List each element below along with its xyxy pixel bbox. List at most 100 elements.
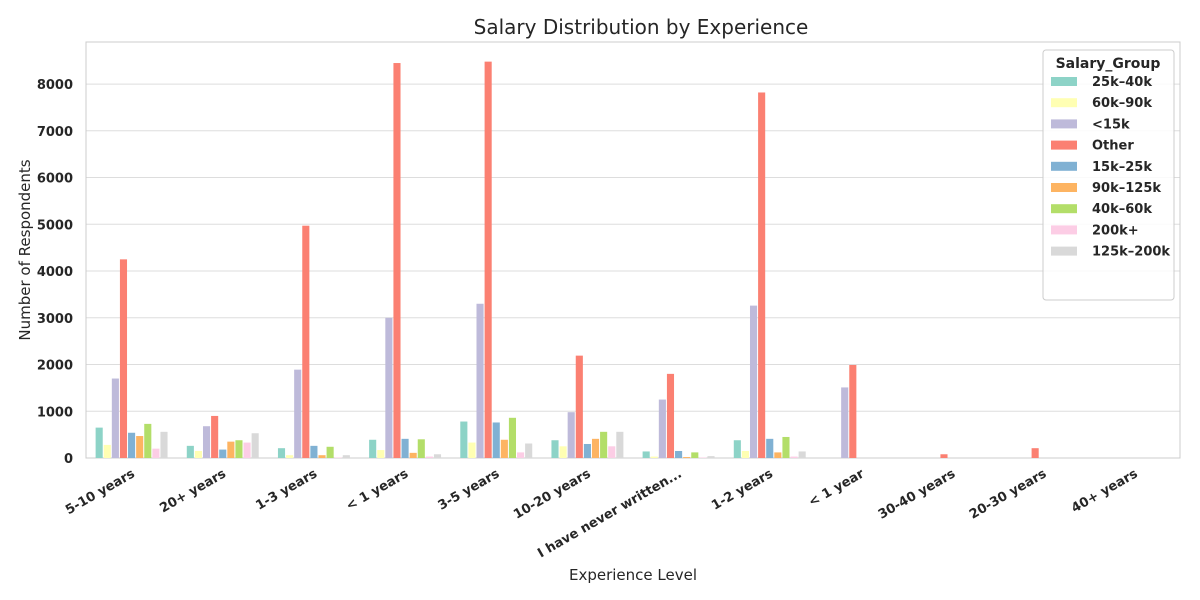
- bar: [575, 355, 583, 458]
- bar: [675, 450, 683, 458]
- bars: [95, 61, 1039, 459]
- bar: [940, 454, 948, 458]
- bar: [152, 448, 160, 458]
- y-tick-label: 2000: [37, 359, 73, 374]
- bar: [128, 432, 136, 458]
- bar: [401, 438, 409, 458]
- bar: [766, 438, 774, 458]
- bar: [417, 439, 425, 458]
- bar: [286, 455, 294, 458]
- y-tick-label: 6000: [37, 172, 73, 187]
- legend-box: [1042, 49, 1175, 301]
- bar: [342, 455, 350, 458]
- bar: [600, 431, 608, 458]
- y-tick-label: 5000: [37, 218, 73, 233]
- y-tick-label: 4000: [37, 265, 73, 280]
- legend-entry: 25k–40k: [1092, 75, 1152, 90]
- y-tick-label: 0: [64, 452, 73, 467]
- legend-swatch: [1051, 161, 1077, 171]
- bar: [484, 61, 492, 458]
- bar: [608, 446, 616, 458]
- legend-entry: 15k–25k: [1092, 160, 1152, 175]
- plot-frame: [85, 41, 1181, 459]
- legend-swatch: [1051, 183, 1077, 192]
- legend-title: Salary_Group: [1056, 56, 1161, 72]
- bar: [774, 452, 782, 458]
- bar: [310, 445, 318, 458]
- bar: [650, 456, 658, 458]
- bar: [666, 373, 675, 458]
- x-tick-label: 20-30 years: [967, 466, 1049, 522]
- bar: [707, 456, 715, 458]
- x-tick-label: 40+ years: [1069, 466, 1141, 516]
- bar: [525, 443, 533, 458]
- bar: [460, 421, 468, 458]
- x-ticks: 5-10 years 20+ years 1-3 years < 1 years 3-5…: [63, 466, 1140, 561]
- bar: [683, 457, 691, 458]
- bar: [369, 439, 377, 458]
- bar: [500, 439, 508, 458]
- x-tick-label: 1-3 years: [253, 466, 320, 513]
- bar: [95, 427, 103, 458]
- y-tick-label: 8000: [37, 78, 73, 93]
- bar: [194, 450, 202, 458]
- bar: [559, 446, 567, 458]
- bar: [658, 399, 666, 458]
- bar: [202, 426, 211, 458]
- bar: [119, 259, 128, 458]
- x-tick-label: 20+ years: [157, 466, 229, 516]
- bar: [211, 415, 219, 458]
- legend: Salary_Group 25k–40k 60k–90k <15k Other 15k–…: [1042, 49, 1175, 301]
- bar: [144, 423, 152, 458]
- legend-swatch: [1051, 204, 1077, 214]
- bar: [749, 305, 758, 458]
- bar: [377, 450, 385, 458]
- bar: [302, 225, 310, 458]
- bar: [841, 387, 849, 458]
- bar: [551, 440, 559, 458]
- bar: [849, 364, 857, 458]
- legend-entry: 125k–200k: [1092, 245, 1170, 260]
- x-tick-label: < 1 year: [806, 466, 867, 510]
- legend-entry: Other: [1092, 139, 1134, 154]
- bar: [758, 92, 766, 458]
- bar: [385, 317, 393, 458]
- bar: [243, 442, 251, 458]
- bar: [318, 455, 326, 458]
- bar: [103, 444, 111, 458]
- legend-entry: 60k–90k: [1092, 96, 1152, 111]
- legend-swatch: [1051, 225, 1077, 235]
- legend-swatch: [1051, 119, 1077, 129]
- bar: [186, 445, 194, 458]
- bar: [433, 454, 442, 458]
- bar: [691, 452, 699, 458]
- legend-entry: <15k: [1092, 117, 1130, 132]
- x-tick-label: 1-2 years: [709, 466, 776, 513]
- y-ticks: 0 1000 2000 3000 4000 5000 6000 7000 8000: [37, 78, 73, 467]
- bar: [160, 431, 168, 458]
- bar: [277, 448, 286, 458]
- y-tick-label: 7000: [37, 125, 73, 140]
- legend-swatch: [1051, 246, 1077, 256]
- bar: [508, 417, 517, 458]
- gridlines: [86, 83, 1180, 459]
- chart-title: Salary Distribution by Experience: [474, 15, 809, 39]
- bar: [798, 451, 806, 458]
- y-axis-label: Number of Respondents: [16, 159, 34, 340]
- y-tick-label: 1000: [37, 405, 73, 420]
- bar: [1031, 448, 1039, 458]
- bar: [468, 442, 476, 458]
- bar: [782, 436, 790, 458]
- x-tick-label: 5-10 years: [63, 466, 138, 518]
- bar: [136, 436, 144, 458]
- bar: [251, 433, 259, 458]
- x-tick-label: 30-40 years: [876, 466, 958, 522]
- x-tick-label: I have never written...: [535, 466, 684, 561]
- bar: [733, 440, 741, 458]
- bar: [393, 63, 401, 459]
- bar: [591, 438, 600, 458]
- bar: [616, 431, 624, 458]
- bar: [567, 412, 575, 458]
- y-tick-label: 3000: [37, 312, 73, 327]
- bar: [219, 449, 227, 458]
